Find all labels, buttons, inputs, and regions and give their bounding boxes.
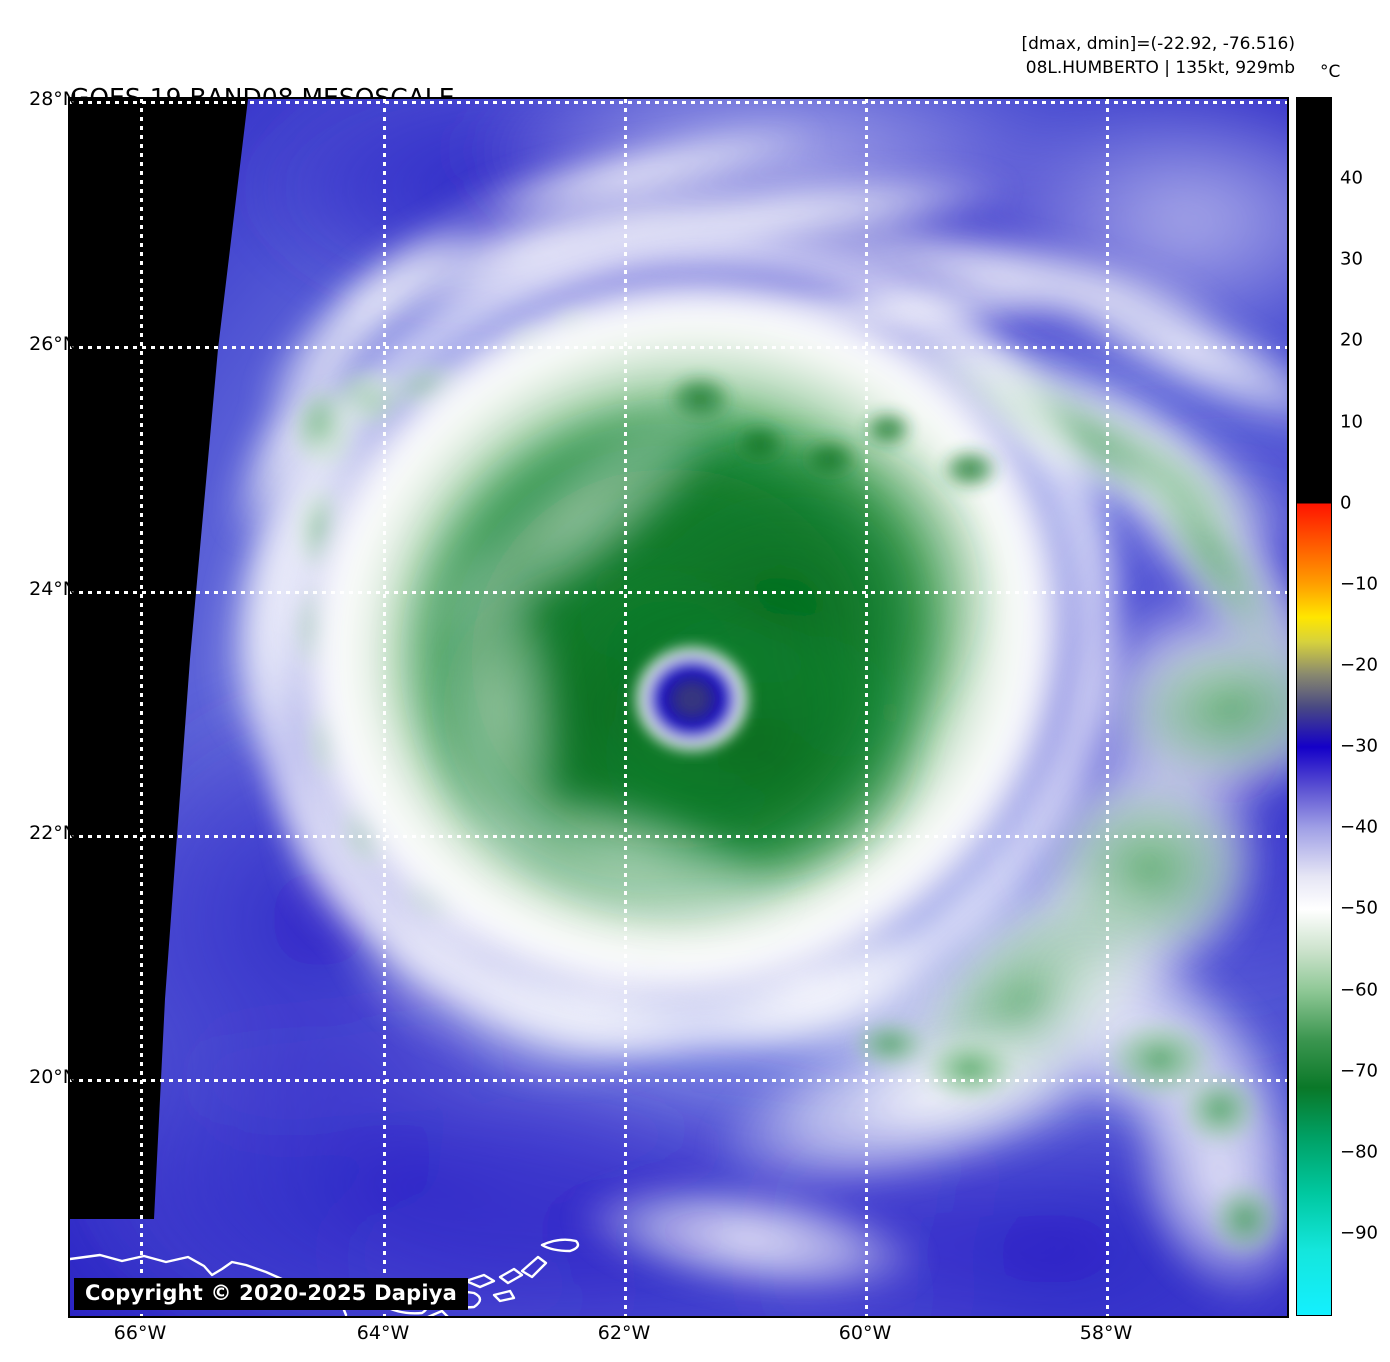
ytick-label-24n: 24°N [29, 578, 77, 600]
colorbar-tick-20: 20 [1340, 329, 1363, 351]
xtick-label-64w: 64°W [356, 1322, 410, 1344]
satellite-image-plot[interactable]: Copyright © 2020-2025 Dapiya [68, 97, 1289, 1318]
no-data-wedge [70, 99, 248, 1219]
ytick-label-28n: 28°N [29, 88, 77, 110]
copyright-watermark: Copyright © 2020-2025 Dapiya [74, 1278, 468, 1310]
colorbar-tick-neg10: −10 [1340, 573, 1378, 595]
data-range-label: [dmax, dmin]=(-22.92, -76.516) [1021, 34, 1296, 54]
colorbar[interactable] [1296, 97, 1332, 1316]
colorbar-tick-neg60: −60 [1340, 979, 1378, 1000]
ytick-label-22n: 22°N [29, 822, 77, 844]
metadata-block: [dmax, dmin]=(-22.92, -76.516) 08L.HUMBE… [1022, 32, 1296, 80]
colorbar-tick-neg30: −30 [1340, 735, 1378, 757]
colorbar-tick-neg40: −40 [1340, 816, 1378, 838]
xtick-label-60w: 60°W [838, 1322, 892, 1344]
xtick-label-62w: 62°W [597, 1322, 651, 1344]
colorbar-tick-neg50: −50 [1340, 897, 1378, 919]
satellite-imagery [70, 99, 1287, 1316]
ytick-label-20n: 20°N [29, 1066, 77, 1088]
colorbar-tick-10: 10 [1340, 411, 1363, 432]
xtick-label-66w: 66°W [113, 1322, 167, 1344]
colorbar-tick-40: 40 [1340, 167, 1363, 189]
plot-inner: Copyright © 2020-2025 Dapiya [70, 99, 1287, 1316]
xtick-label-58w: 58°W [1079, 1322, 1133, 1344]
colorbar-tick-neg80: −80 [1340, 1141, 1378, 1163]
colorbar-tick-neg90: −90 [1340, 1222, 1378, 1244]
colorbar-unit-label: °C [1320, 62, 1341, 82]
colorbar-tick-neg70: −70 [1340, 1060, 1378, 1082]
colorbar-tick-neg20: −20 [1340, 654, 1378, 676]
colorbar-tick-0: 0 [1340, 492, 1352, 514]
ytick-label-26n: 26°N [29, 333, 77, 355]
storm-info-label: 08L.HUMBERTO | 135kt, 929mb [1025, 58, 1295, 79]
storm-eye [634, 645, 750, 753]
colorbar-gradient [1297, 98, 1331, 1315]
colorbar-tick-30: 30 [1340, 248, 1363, 270]
